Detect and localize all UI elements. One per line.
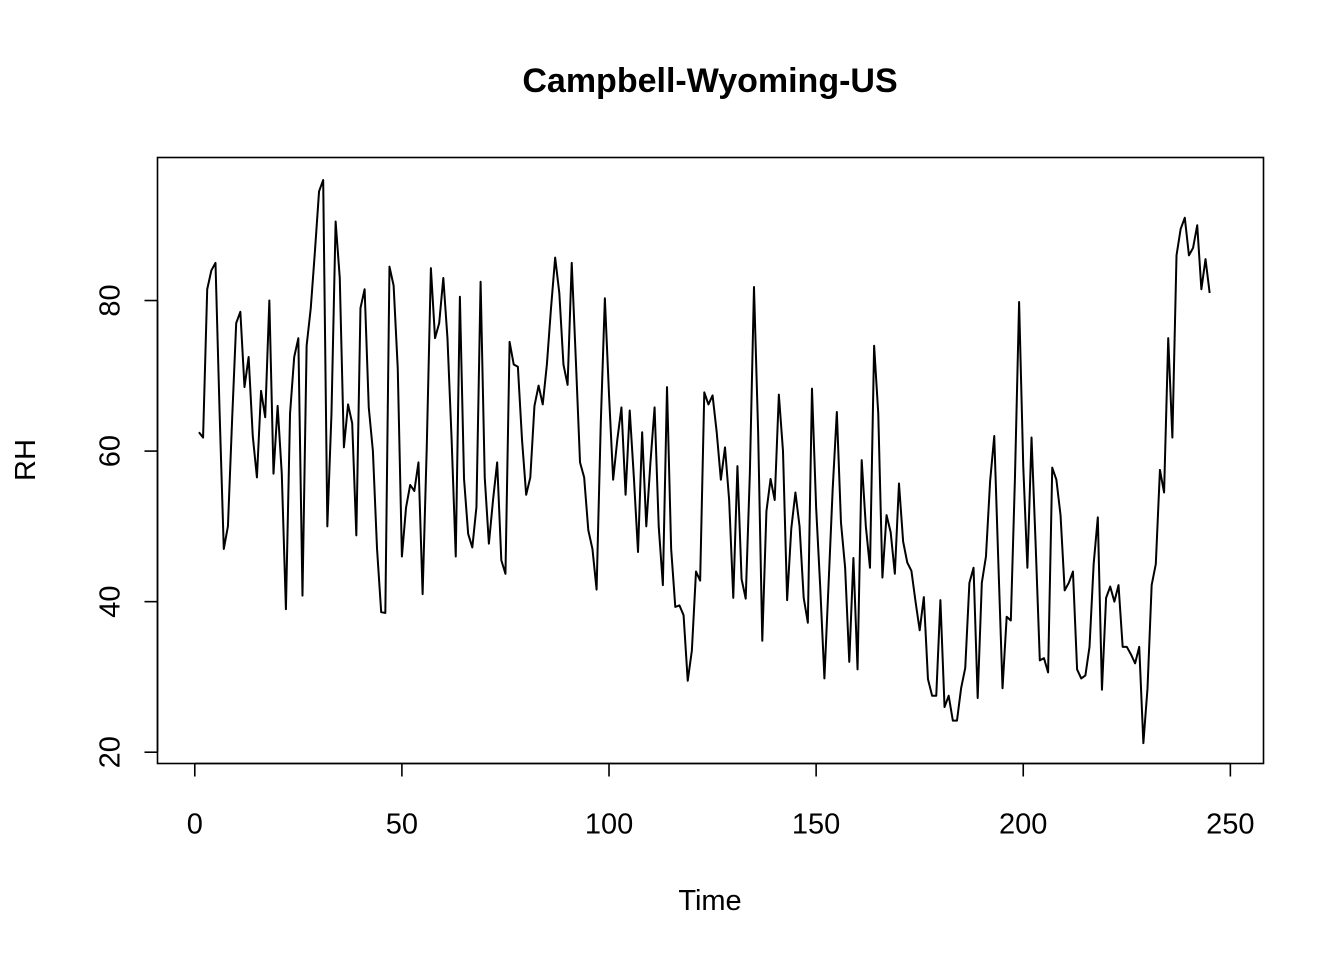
x-tick-label: 200 <box>999 809 1047 841</box>
x-tick-label: 250 <box>1206 809 1254 841</box>
x-tick-label: 100 <box>585 809 633 841</box>
x-tick-label: 0 <box>187 809 203 841</box>
series-line <box>198 179 1211 745</box>
x-tick-label: 150 <box>792 809 840 841</box>
y-tick-label: 40 <box>95 586 127 618</box>
y-tick-label: 20 <box>95 736 127 768</box>
y-tick-label: 80 <box>95 284 127 316</box>
y-tick-label: 60 <box>95 435 127 467</box>
chart-title: Campbell-Wyoming-US <box>522 62 897 100</box>
x-tick-label: 50 <box>386 809 418 841</box>
y-axis: 20 40 60 80 <box>95 284 159 768</box>
series-layer <box>198 179 1211 745</box>
x-axis-label: Time <box>678 885 741 917</box>
x-axis: 0 50 100 150 200 250 <box>187 762 1255 841</box>
y-axis-label: RH <box>10 439 42 481</box>
